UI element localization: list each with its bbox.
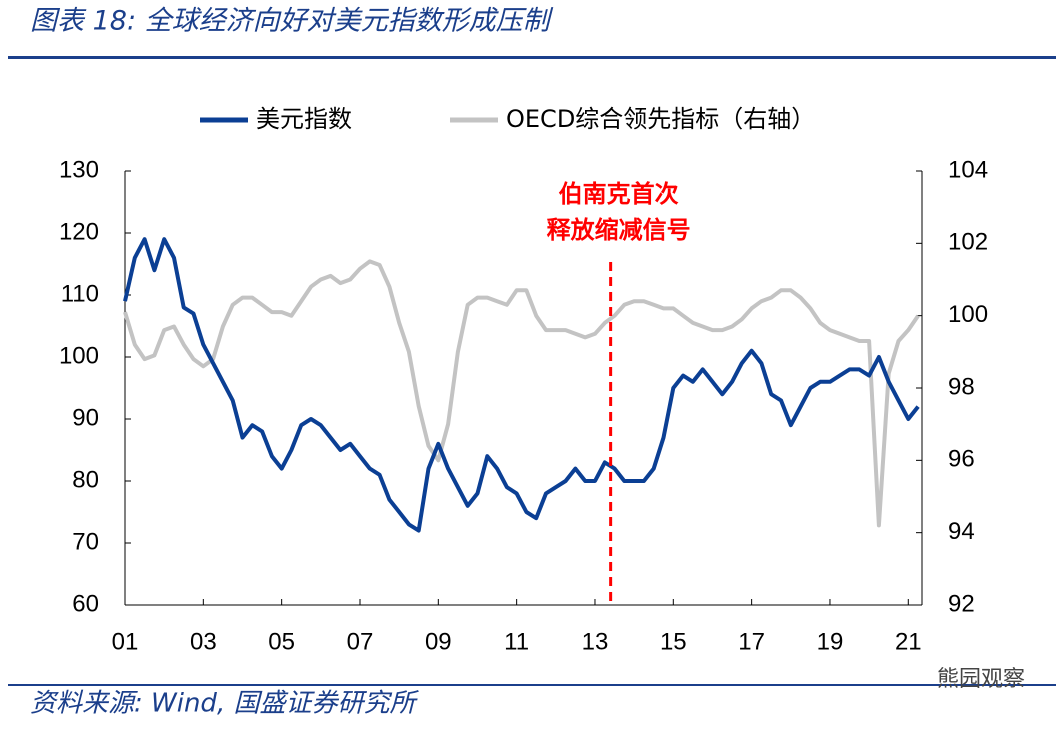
y2-tick-label: 100 — [948, 301, 988, 328]
y-tick-label: 80 — [72, 466, 99, 493]
source: 资料来源: Wind, 国盛证券研究所 — [30, 689, 419, 719]
y-tick-label: 100 — [59, 342, 99, 369]
y-tick-label: 70 — [72, 528, 99, 555]
header-rule — [8, 56, 1056, 59]
y-tick-label: 60 — [72, 590, 99, 617]
watermark: 熊园观察 — [937, 667, 1025, 692]
x-tick-label: 21 — [895, 628, 922, 655]
x-tick-label: 05 — [268, 628, 295, 655]
x-tick-label: 13 — [582, 628, 609, 655]
annotation-text: 伯南克首次 — [559, 180, 679, 208]
x-tick-label: 19 — [817, 628, 844, 655]
legend-label: 美元指数 — [256, 105, 352, 133]
x-tick-label: 03 — [190, 628, 217, 655]
y2-tick-label: 96 — [948, 446, 975, 473]
y2-tick-label: 98 — [948, 373, 975, 400]
y2-tick-label: 102 — [948, 229, 988, 256]
x-tick-label: 01 — [112, 628, 139, 655]
y2-tick-label: 94 — [948, 518, 975, 545]
x-tick-label: 15 — [660, 628, 687, 655]
y-tick-label: 90 — [72, 404, 99, 431]
x-tick-label: 11 — [504, 628, 529, 655]
annotation-text: 释放缩减信号 — [547, 216, 691, 244]
y-tick-label: 120 — [59, 218, 99, 245]
x-tick-label: 07 — [347, 628, 374, 655]
series-line — [123, 237, 920, 533]
x-tick-label: 17 — [738, 628, 765, 655]
chart-title: 图表 18: 全球经济向好对美元指数形成压制 — [30, 6, 554, 37]
footer-rule — [8, 684, 1056, 686]
series-line — [123, 259, 920, 528]
y2-tick-label: 92 — [948, 590, 975, 617]
y-tick-label: 130 — [59, 156, 99, 183]
y2-tick-label: 104 — [948, 156, 988, 183]
legend-label: OECD综合领先指标（右轴） — [506, 105, 815, 133]
y-tick-label: 110 — [61, 280, 99, 307]
x-tick-label: 09 — [425, 628, 452, 655]
